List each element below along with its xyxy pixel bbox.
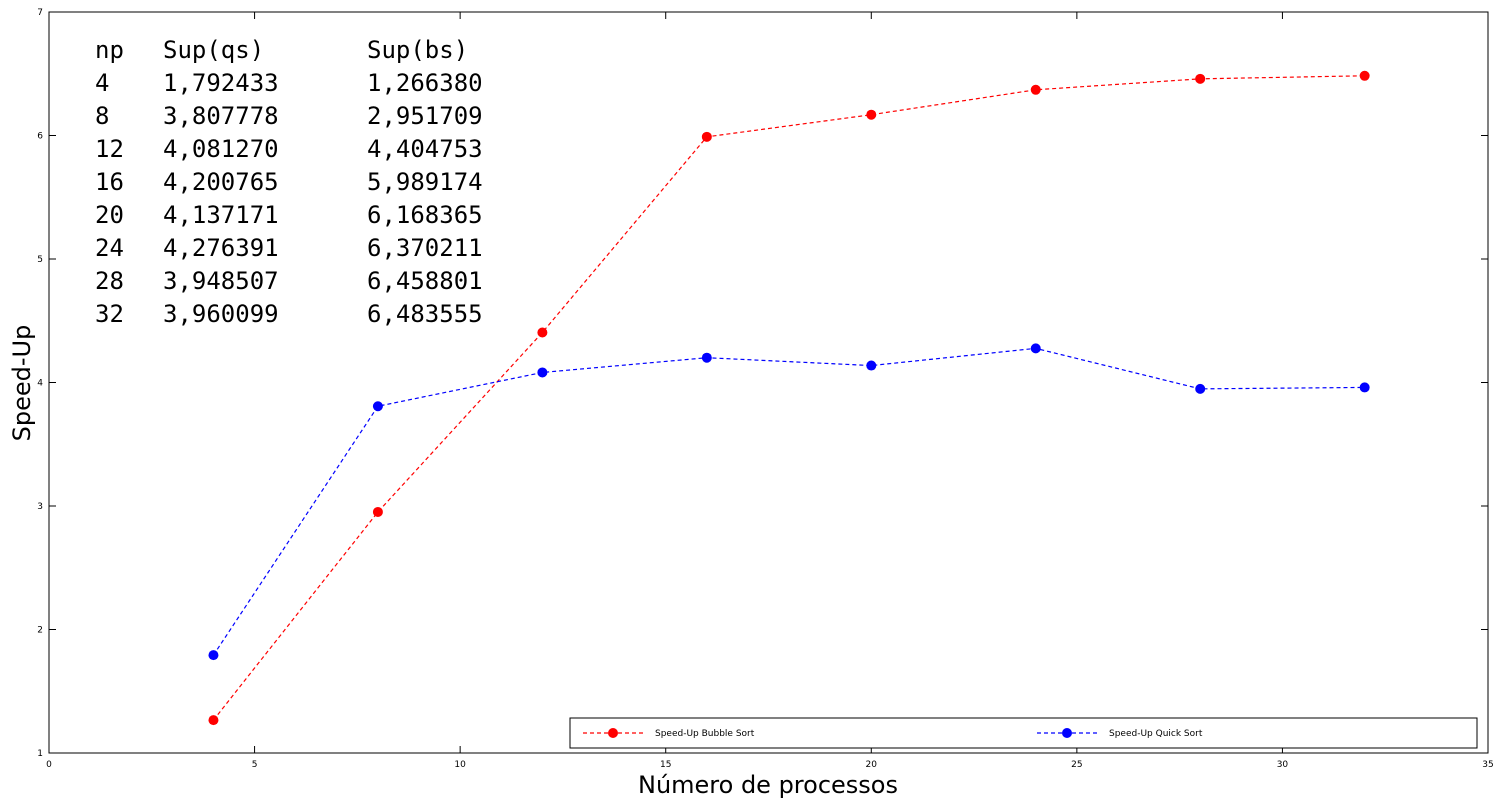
table-cell: 3,960099 bbox=[163, 300, 279, 328]
series-line bbox=[212, 347, 1365, 656]
table-cell: 4,081270 bbox=[163, 135, 279, 163]
data-point bbox=[1195, 383, 1206, 394]
data-point bbox=[701, 131, 712, 142]
legend-box bbox=[569, 717, 1478, 749]
table-cell: 32 bbox=[95, 300, 124, 328]
table-cell: 12 bbox=[95, 135, 124, 163]
table-cell: 1,266380 bbox=[367, 69, 483, 97]
y-tick-label: 6 bbox=[37, 132, 43, 142]
data-point bbox=[372, 506, 383, 517]
table-cell: 6,458801 bbox=[367, 267, 483, 295]
table-cell: 4,404753 bbox=[367, 135, 483, 163]
x-tick-label: 5 bbox=[252, 760, 258, 770]
legend-swatch-marker bbox=[608, 728, 618, 738]
data-point bbox=[208, 650, 219, 661]
y-axis-label: Speed-Up bbox=[8, 325, 36, 442]
annotation-table: np Sup(qs) Sup(bs) 4 1,792433 1,266380 8 3,8077… bbox=[95, 36, 483, 328]
table-cell: 1,792433 bbox=[163, 69, 279, 97]
data-point bbox=[1030, 343, 1041, 354]
table-cell: 4,137171 bbox=[163, 201, 279, 229]
y-tick-label: 1 bbox=[37, 749, 43, 759]
data-point bbox=[866, 360, 877, 371]
table-cell: 6,483555 bbox=[367, 300, 483, 328]
table-cell: 3,807778 bbox=[163, 102, 279, 130]
x-tick-label: 30 bbox=[1277, 760, 1289, 770]
x-tick-label: 25 bbox=[1071, 760, 1082, 770]
data-point bbox=[1030, 84, 1041, 95]
table-cell: 2,951709 bbox=[367, 102, 483, 130]
x-tick-label: 10 bbox=[454, 760, 466, 770]
table-cell: 4,276391 bbox=[163, 234, 279, 262]
data-point bbox=[701, 352, 712, 363]
data-point bbox=[208, 715, 219, 726]
y-tick-label: 2 bbox=[37, 626, 43, 636]
y-tick-label: 7 bbox=[37, 8, 43, 18]
x-tick-label: 0 bbox=[46, 760, 52, 770]
table-cell: 4,200765 bbox=[163, 168, 279, 196]
series-line bbox=[212, 75, 1365, 721]
y-tick-label: 5 bbox=[37, 255, 43, 265]
table-cell: 28 bbox=[95, 267, 124, 295]
table-cell: 4 bbox=[95, 69, 109, 97]
data-point bbox=[537, 327, 548, 338]
table-cell: 20 bbox=[95, 201, 124, 229]
table-cell: 3,948507 bbox=[163, 267, 279, 295]
table-cell: 8 bbox=[95, 102, 109, 130]
data-point bbox=[1359, 382, 1370, 393]
series-layer bbox=[208, 70, 1370, 726]
table-cell: 6,168365 bbox=[367, 201, 483, 229]
data-point bbox=[1195, 73, 1206, 84]
legend-swatch-marker bbox=[1062, 728, 1072, 738]
table-header: Sup(qs) bbox=[163, 36, 264, 64]
data-point bbox=[1359, 70, 1370, 81]
x-tick-label: 20 bbox=[866, 760, 878, 770]
table-cell: 5,989174 bbox=[367, 168, 483, 196]
table-cell: 24 bbox=[95, 234, 124, 262]
table-header: Sup(bs) bbox=[367, 36, 468, 64]
x-tick-label: 35 bbox=[1482, 760, 1493, 770]
plot-area bbox=[48, 11, 1489, 754]
legend: Speed-Up Bubble Sort Speed-Up Quick Sort bbox=[569, 717, 1478, 749]
x-axis-label: Número de processos bbox=[638, 771, 898, 799]
series-bubble-sort bbox=[208, 70, 1370, 726]
y-tick-label: 4 bbox=[37, 379, 43, 389]
table-header: np bbox=[95, 36, 124, 64]
data-point bbox=[372, 401, 383, 412]
data-point bbox=[537, 367, 548, 378]
table-cell: 16 bbox=[95, 168, 124, 196]
x-tick-label: 15 bbox=[660, 760, 671, 770]
legend-label: Speed-Up Quick Sort bbox=[1109, 729, 1203, 739]
legend-label: Speed-Up Bubble Sort bbox=[655, 729, 755, 739]
data-point bbox=[866, 109, 877, 120]
table-cell: 6,370211 bbox=[367, 234, 483, 262]
y-tick-label: 3 bbox=[37, 502, 43, 512]
series-quick-sort bbox=[208, 343, 1370, 661]
